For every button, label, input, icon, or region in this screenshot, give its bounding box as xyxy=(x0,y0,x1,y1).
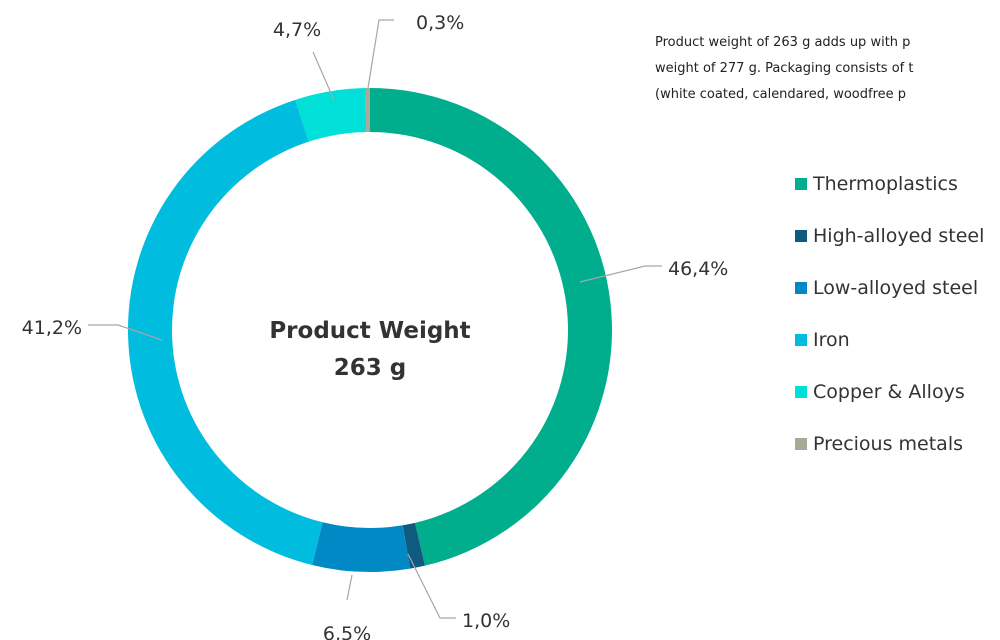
legend: Thermoplastics High-alloyed steel Low-al… xyxy=(795,170,1000,482)
data-label: 46,4% xyxy=(668,258,728,280)
leader-lines xyxy=(88,19,662,619)
data-label: 6,5% xyxy=(323,623,371,640)
leader-line xyxy=(367,19,394,89)
description-line: Product weight of 263 g adds up with p xyxy=(655,35,911,50)
legend-label: Thermoplastics xyxy=(813,172,958,195)
description-text: Product weight of 263 g adds up with p w… xyxy=(655,30,1000,110)
donut-slices xyxy=(128,88,612,572)
data-labels: 46,4% 1,0% 6,5% 41,2% 4,7% 0,3% xyxy=(22,12,729,640)
legend-label: Copper & Alloys xyxy=(813,380,965,403)
legend-item: Iron xyxy=(795,326,1000,353)
data-label: 0,3% xyxy=(416,12,464,34)
donut-slice-high-alloyed-steel xyxy=(402,522,425,569)
leader-line xyxy=(407,553,456,619)
legend-item: Copper & Alloys xyxy=(795,378,1000,405)
legend-label: Low-alloyed steel xyxy=(813,276,979,299)
legend-label: Iron xyxy=(813,328,850,351)
leader-line xyxy=(346,574,353,601)
donut-slice-low-alloyed-steel xyxy=(312,522,411,572)
center-title: Product Weight xyxy=(269,318,471,344)
donut-slice-precious-metals xyxy=(365,88,370,133)
legend-swatch xyxy=(795,437,807,450)
donut-slice-iron xyxy=(128,99,323,565)
description-line: weight of 277 g. Packaging consists of t xyxy=(655,61,914,76)
legend-swatch xyxy=(795,177,807,190)
data-label: 41,2% xyxy=(22,317,82,339)
leader-line xyxy=(88,324,163,341)
legend-swatch xyxy=(795,281,807,294)
description-line: (white coated, calendared, woodfree p xyxy=(655,87,907,102)
legend-item: High-alloyed steel xyxy=(795,222,1000,249)
legend-swatch xyxy=(795,333,807,346)
legend-item: Thermoplastics xyxy=(795,170,1000,197)
legend-item: Low-alloyed steel xyxy=(795,274,1000,301)
legend-swatch xyxy=(795,385,807,398)
data-label: 4,7% xyxy=(273,19,321,41)
donut-slice-thermoplastics xyxy=(370,88,612,566)
leader-line xyxy=(312,51,335,101)
data-label: 1,0% xyxy=(462,610,510,632)
legend-label: Precious metals xyxy=(813,432,964,455)
donut-slice-copper-alloys xyxy=(295,88,367,142)
legend-label: High-alloyed steel xyxy=(813,224,985,247)
legend-item: Precious metals xyxy=(795,430,1000,457)
leader-line xyxy=(579,265,662,283)
center-value: 263 g xyxy=(333,355,407,381)
legend-swatch xyxy=(795,229,807,242)
